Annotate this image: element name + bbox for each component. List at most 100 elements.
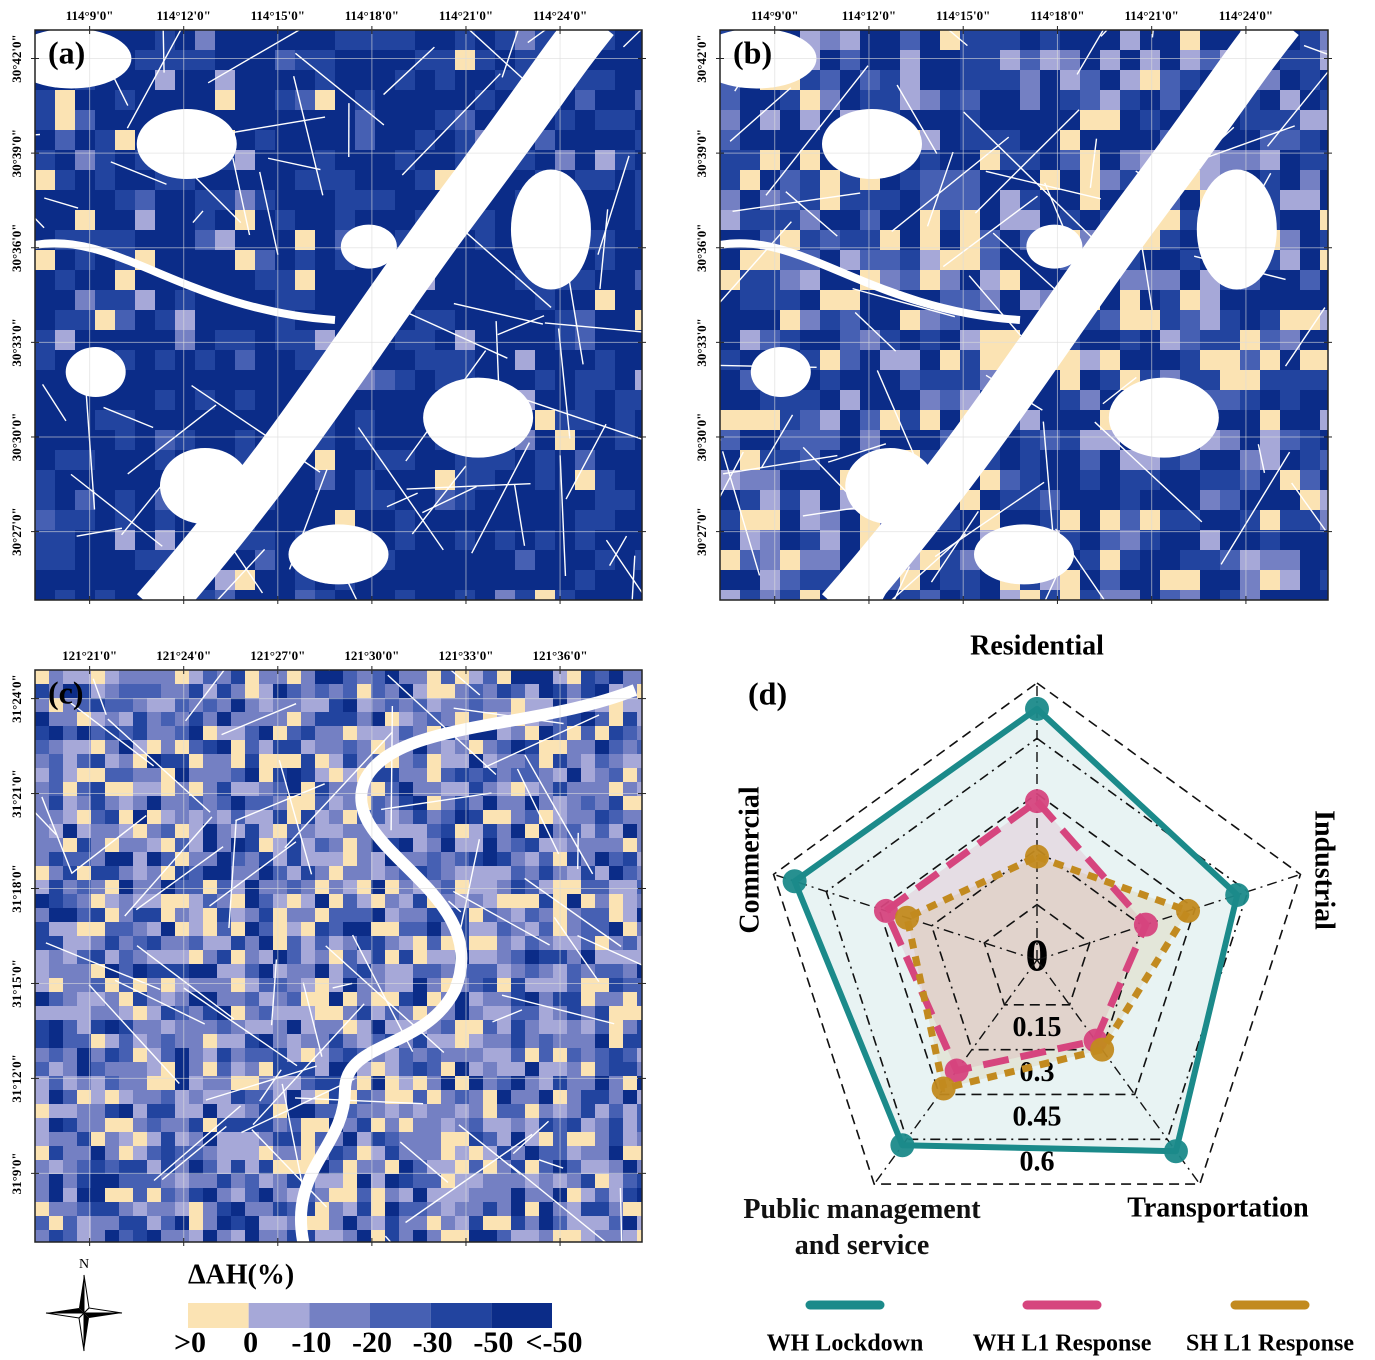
- map-patch: [1320, 70, 1340, 90]
- map-patch: [595, 740, 609, 754]
- map-patch: [189, 670, 203, 684]
- map-patch: [357, 1174, 371, 1188]
- map-patch: [475, 90, 495, 110]
- colorbar-label: -50: [473, 1326, 513, 1359]
- map-patch: [105, 908, 119, 922]
- map-patch: [357, 922, 371, 936]
- map-patch: [1160, 50, 1180, 70]
- colorbar-swatch: [309, 1303, 370, 1328]
- map-patch: [273, 670, 287, 684]
- y-tick-label: 30°39'0": [694, 129, 709, 178]
- map-patch: [539, 866, 553, 880]
- series-point: [1025, 789, 1049, 813]
- map-patch: [623, 880, 637, 894]
- map-patch: [63, 1062, 77, 1076]
- map-patch: [399, 1118, 413, 1132]
- map-patch: [1180, 570, 1200, 590]
- map-patch: [245, 964, 259, 978]
- map-patch: [635, 310, 675, 330]
- map-patch: [115, 330, 135, 350]
- x-tick-label: 114°24'0": [533, 8, 587, 23]
- map-patch: [427, 1104, 441, 1118]
- map-patch: [615, 210, 635, 230]
- map-patch: [1320, 570, 1360, 590]
- map-patch: [315, 250, 335, 270]
- map-patch: [395, 390, 415, 410]
- map-patch: [245, 1090, 259, 1104]
- colorbar-swatch: [249, 1303, 310, 1328]
- map-patch: [780, 570, 800, 590]
- map-patch: [1000, 70, 1020, 90]
- map-patch: [63, 1034, 77, 1048]
- map-patch: [1060, 430, 1080, 450]
- map-patch: [581, 880, 595, 894]
- map-patch: [175, 350, 195, 370]
- map-patch: [119, 796, 133, 810]
- map-patch: [385, 1174, 399, 1188]
- map-patch: [371, 950, 385, 964]
- map-patch: [497, 1132, 511, 1146]
- map-patch: [95, 270, 115, 290]
- legend-label: WH Lockdown: [767, 1331, 924, 1357]
- y-tick-label: 30°27'0": [694, 507, 709, 556]
- map-patch: [301, 922, 315, 936]
- map-patch: [295, 190, 315, 210]
- map-patch: [399, 964, 413, 978]
- map-patch: [595, 1216, 609, 1230]
- map-patch: [273, 992, 287, 1006]
- map-patch: [357, 1160, 371, 1174]
- map-patch: [637, 670, 665, 684]
- map-patch: [415, 350, 435, 370]
- map-patch: [840, 210, 860, 230]
- map-patch: [375, 570, 395, 590]
- map-patch: [133, 838, 147, 852]
- map-patch: [840, 290, 860, 310]
- map-patch: [469, 978, 483, 992]
- map-patch: [637, 824, 665, 838]
- map-patch: [780, 510, 800, 530]
- map-patch: [635, 270, 655, 290]
- map-patch: [1100, 50, 1120, 70]
- map-patch: [535, 430, 555, 450]
- map-patch: [455, 570, 475, 590]
- map-patch: [215, 270, 235, 290]
- map-patch: [567, 1104, 581, 1118]
- map-patch: [357, 1146, 371, 1160]
- map-patch: [635, 170, 655, 190]
- map-patch: [635, 70, 675, 90]
- map-patch: [115, 530, 135, 550]
- map-patch: [539, 726, 553, 740]
- map-patch: [539, 992, 553, 1006]
- map-patch: [75, 490, 95, 510]
- map-patch: [245, 1104, 259, 1118]
- series-point: [1025, 845, 1049, 869]
- map-patch: [259, 740, 273, 754]
- map-patch: [1180, 490, 1200, 510]
- map-patch: [511, 1118, 525, 1132]
- colorbar-swatch: [370, 1303, 431, 1328]
- map-patch: [217, 1048, 231, 1062]
- map-patch: [105, 1132, 119, 1146]
- map-patch: [399, 1132, 413, 1146]
- map-patch: [119, 1216, 133, 1230]
- map-patch: [91, 1160, 105, 1174]
- map-patch: [195, 350, 215, 370]
- map-patch: [427, 670, 441, 684]
- map-patch: [385, 880, 399, 894]
- map-patch: [980, 350, 1000, 370]
- compass-needle: [84, 1313, 122, 1318]
- map-patch: [511, 1188, 525, 1202]
- map-patch: [245, 978, 259, 992]
- map-patch: [1300, 110, 1320, 130]
- map-patch: [760, 470, 780, 490]
- map-patch: [623, 740, 637, 754]
- map-patch: [371, 684, 385, 698]
- map-patch: [259, 950, 273, 964]
- map-patch: [455, 1006, 469, 1020]
- map-patch: [1160, 90, 1180, 110]
- map-patch: [217, 824, 231, 838]
- map-patch: [217, 1132, 231, 1146]
- map-patch: [920, 350, 940, 370]
- map-patch: [161, 852, 175, 866]
- map-patch: [840, 350, 860, 370]
